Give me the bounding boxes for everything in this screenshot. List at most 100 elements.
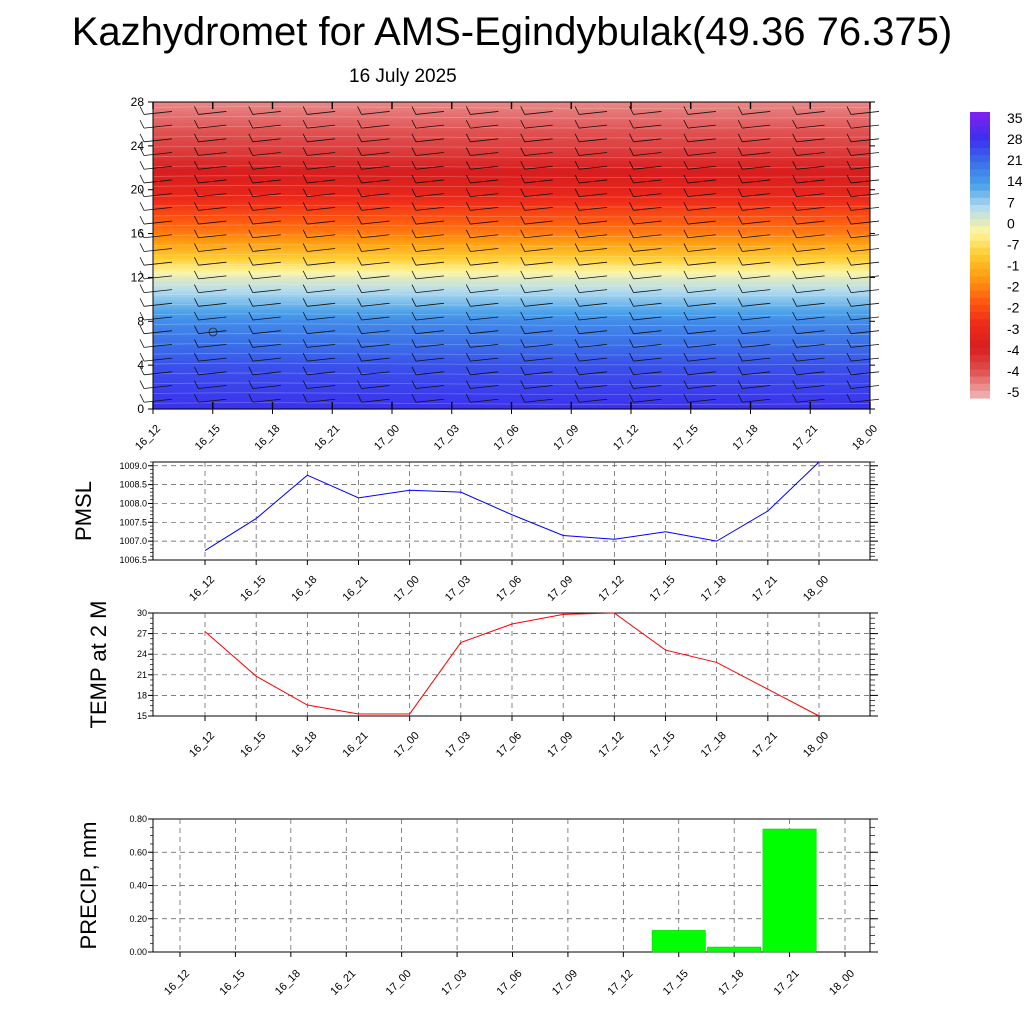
colorbar-swatch — [970, 255, 990, 263]
wind-barb-flag — [792, 394, 797, 403]
wind-barb-flag — [248, 161, 254, 170]
wind-barb — [796, 165, 825, 170]
x-tick-label: 17_15 — [661, 968, 691, 998]
heatmap-band — [153, 224, 870, 228]
wind-barb-flag — [302, 325, 308, 334]
wind-barb-flag — [357, 174, 362, 184]
wind-barb — [850, 193, 880, 198]
calm-wind-marker — [208, 327, 218, 337]
wind-barb — [361, 138, 390, 143]
wind-barb — [415, 138, 444, 143]
wind-barb-flag — [465, 202, 471, 211]
wind-barb — [307, 248, 336, 252]
wind-barb-flag — [411, 380, 417, 389]
wind-barb-flag — [357, 106, 362, 115]
wind-barb-flag — [248, 243, 254, 252]
wind-barb — [361, 316, 390, 321]
wind-barb — [687, 289, 716, 293]
wind-barb-flag — [792, 119, 797, 129]
wind-barb — [361, 357, 390, 362]
colorbar-label: 7 — [1007, 194, 1015, 210]
wind-barb — [633, 344, 662, 348]
wind-barb-flag — [846, 229, 852, 238]
heatmap-band — [153, 370, 870, 374]
wind-barb — [307, 124, 336, 129]
wind-barb — [687, 248, 716, 252]
wind-barb — [633, 138, 662, 143]
contour-line — [152, 352, 871, 356]
wind-barb-flag — [465, 311, 471, 321]
wind-barb-flag — [465, 215, 471, 225]
wind-barb-flag — [357, 161, 362, 170]
heatmap-band — [153, 388, 870, 392]
wind-barb — [415, 220, 444, 225]
heatmap-band — [153, 117, 870, 121]
wind-barb — [687, 302, 716, 307]
wind-barb — [796, 385, 825, 389]
wind-barb — [796, 206, 825, 211]
wind-barb — [687, 261, 716, 266]
wind-barb — [307, 111, 336, 115]
wind-barb-flag — [574, 366, 580, 375]
wind-barb — [470, 371, 499, 376]
wind-barb — [361, 398, 390, 403]
colorbar-swatch — [970, 212, 990, 220]
wind-barb-flag — [629, 215, 634, 225]
wind-barb — [796, 220, 825, 225]
wind-barb-flag — [302, 366, 308, 375]
heatmap-band — [153, 235, 870, 239]
heatmap-band — [153, 140, 870, 144]
wind-barb-flag — [520, 284, 526, 293]
y-tick-label: 1008.0 — [119, 498, 147, 508]
colorbar-swatch — [970, 190, 990, 199]
wind-barb-flag — [629, 366, 634, 375]
heatmap-band — [153, 383, 870, 387]
heatmap-band — [153, 355, 870, 359]
wind-barb — [470, 179, 499, 184]
x-tick-label: 17_18 — [699, 574, 729, 604]
x-tick-label: 17_21 — [750, 574, 780, 604]
heatmap-band — [153, 178, 870, 182]
wind-barb-flag — [737, 243, 743, 252]
wind-barb-flag — [846, 298, 852, 307]
heatmap-band — [153, 171, 870, 175]
wind-barb — [687, 234, 716, 239]
wind-barb-flag — [574, 161, 580, 170]
wind-barb-flag — [792, 229, 797, 238]
wind-barb-flag — [846, 161, 852, 170]
colorbar-swatch — [970, 240, 990, 249]
heatmap-band — [153, 194, 870, 198]
wind-barb — [524, 220, 553, 225]
wind-barb — [579, 275, 608, 280]
x-tick-label: 16_21 — [328, 968, 358, 998]
wind-barb-flag — [737, 298, 743, 307]
colorbar-swatch — [970, 290, 990, 299]
wind-barb — [198, 206, 227, 211]
contour-line — [152, 283, 871, 287]
wind-barb-flag — [737, 380, 743, 389]
heatmap-band — [153, 281, 870, 285]
wind-barb-flag — [737, 133, 743, 143]
colorbar-swatch — [970, 112, 990, 120]
heatmap-band — [153, 132, 870, 136]
wind-barb-flag — [520, 270, 526, 280]
wind-barb-flag — [846, 174, 852, 184]
wind-barb — [633, 371, 662, 376]
wind-barb-flag — [629, 106, 634, 115]
wind-barb — [415, 275, 444, 280]
heatmap-band — [153, 337, 870, 341]
contour-line — [152, 204, 871, 208]
heatmap-band — [153, 122, 870, 126]
wind-barb-flag — [357, 133, 362, 143]
wind-barb — [742, 165, 771, 170]
wind-barb-flag — [737, 202, 743, 211]
wind-barb — [742, 275, 771, 280]
wind-barb-flag — [139, 202, 145, 211]
heatmap-band — [153, 296, 870, 300]
wind-barb — [143, 193, 173, 198]
wind-barb — [687, 330, 716, 335]
wind-barb — [579, 302, 608, 307]
heatmap-band — [153, 350, 870, 354]
contour-line — [152, 145, 871, 149]
y-tick-label: 1008.5 — [119, 480, 147, 490]
